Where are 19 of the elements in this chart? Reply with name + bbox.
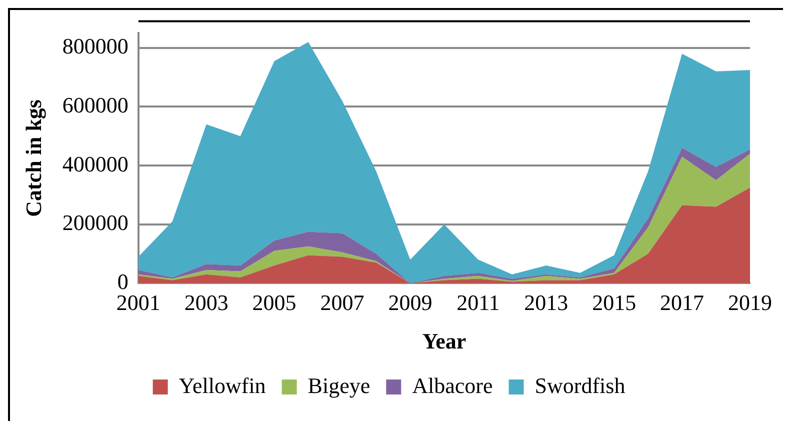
x-tick-label: 2005 (252, 290, 296, 316)
x-tick-label: 2019 (728, 290, 772, 316)
x-axis-title: Year (422, 328, 466, 354)
x-tick-label: 2007 (320, 290, 364, 316)
y-axis-title: Catch in kgs (20, 99, 46, 217)
x-tick-label: 2013 (524, 290, 568, 316)
x-tick-label: 2011 (456, 290, 500, 316)
legend-label: Albacore (412, 372, 493, 398)
x-tick-label: 2015 (592, 290, 636, 316)
y-tick-label: 200000 (62, 210, 128, 236)
x-tick-label: 2003 (184, 290, 228, 316)
x-tick-label: 2017 (660, 290, 704, 316)
legend-label: Bigeye (308, 372, 370, 398)
legend-label: Yellowfin (178, 372, 266, 398)
y-tick-label: 400000 (62, 151, 128, 176)
y-tick-label: 600000 (62, 92, 128, 118)
y-tick-label: 800000 (62, 34, 128, 59)
x-tick-label: 2009 (388, 290, 432, 316)
legend-label: Swordfish (534, 372, 626, 398)
